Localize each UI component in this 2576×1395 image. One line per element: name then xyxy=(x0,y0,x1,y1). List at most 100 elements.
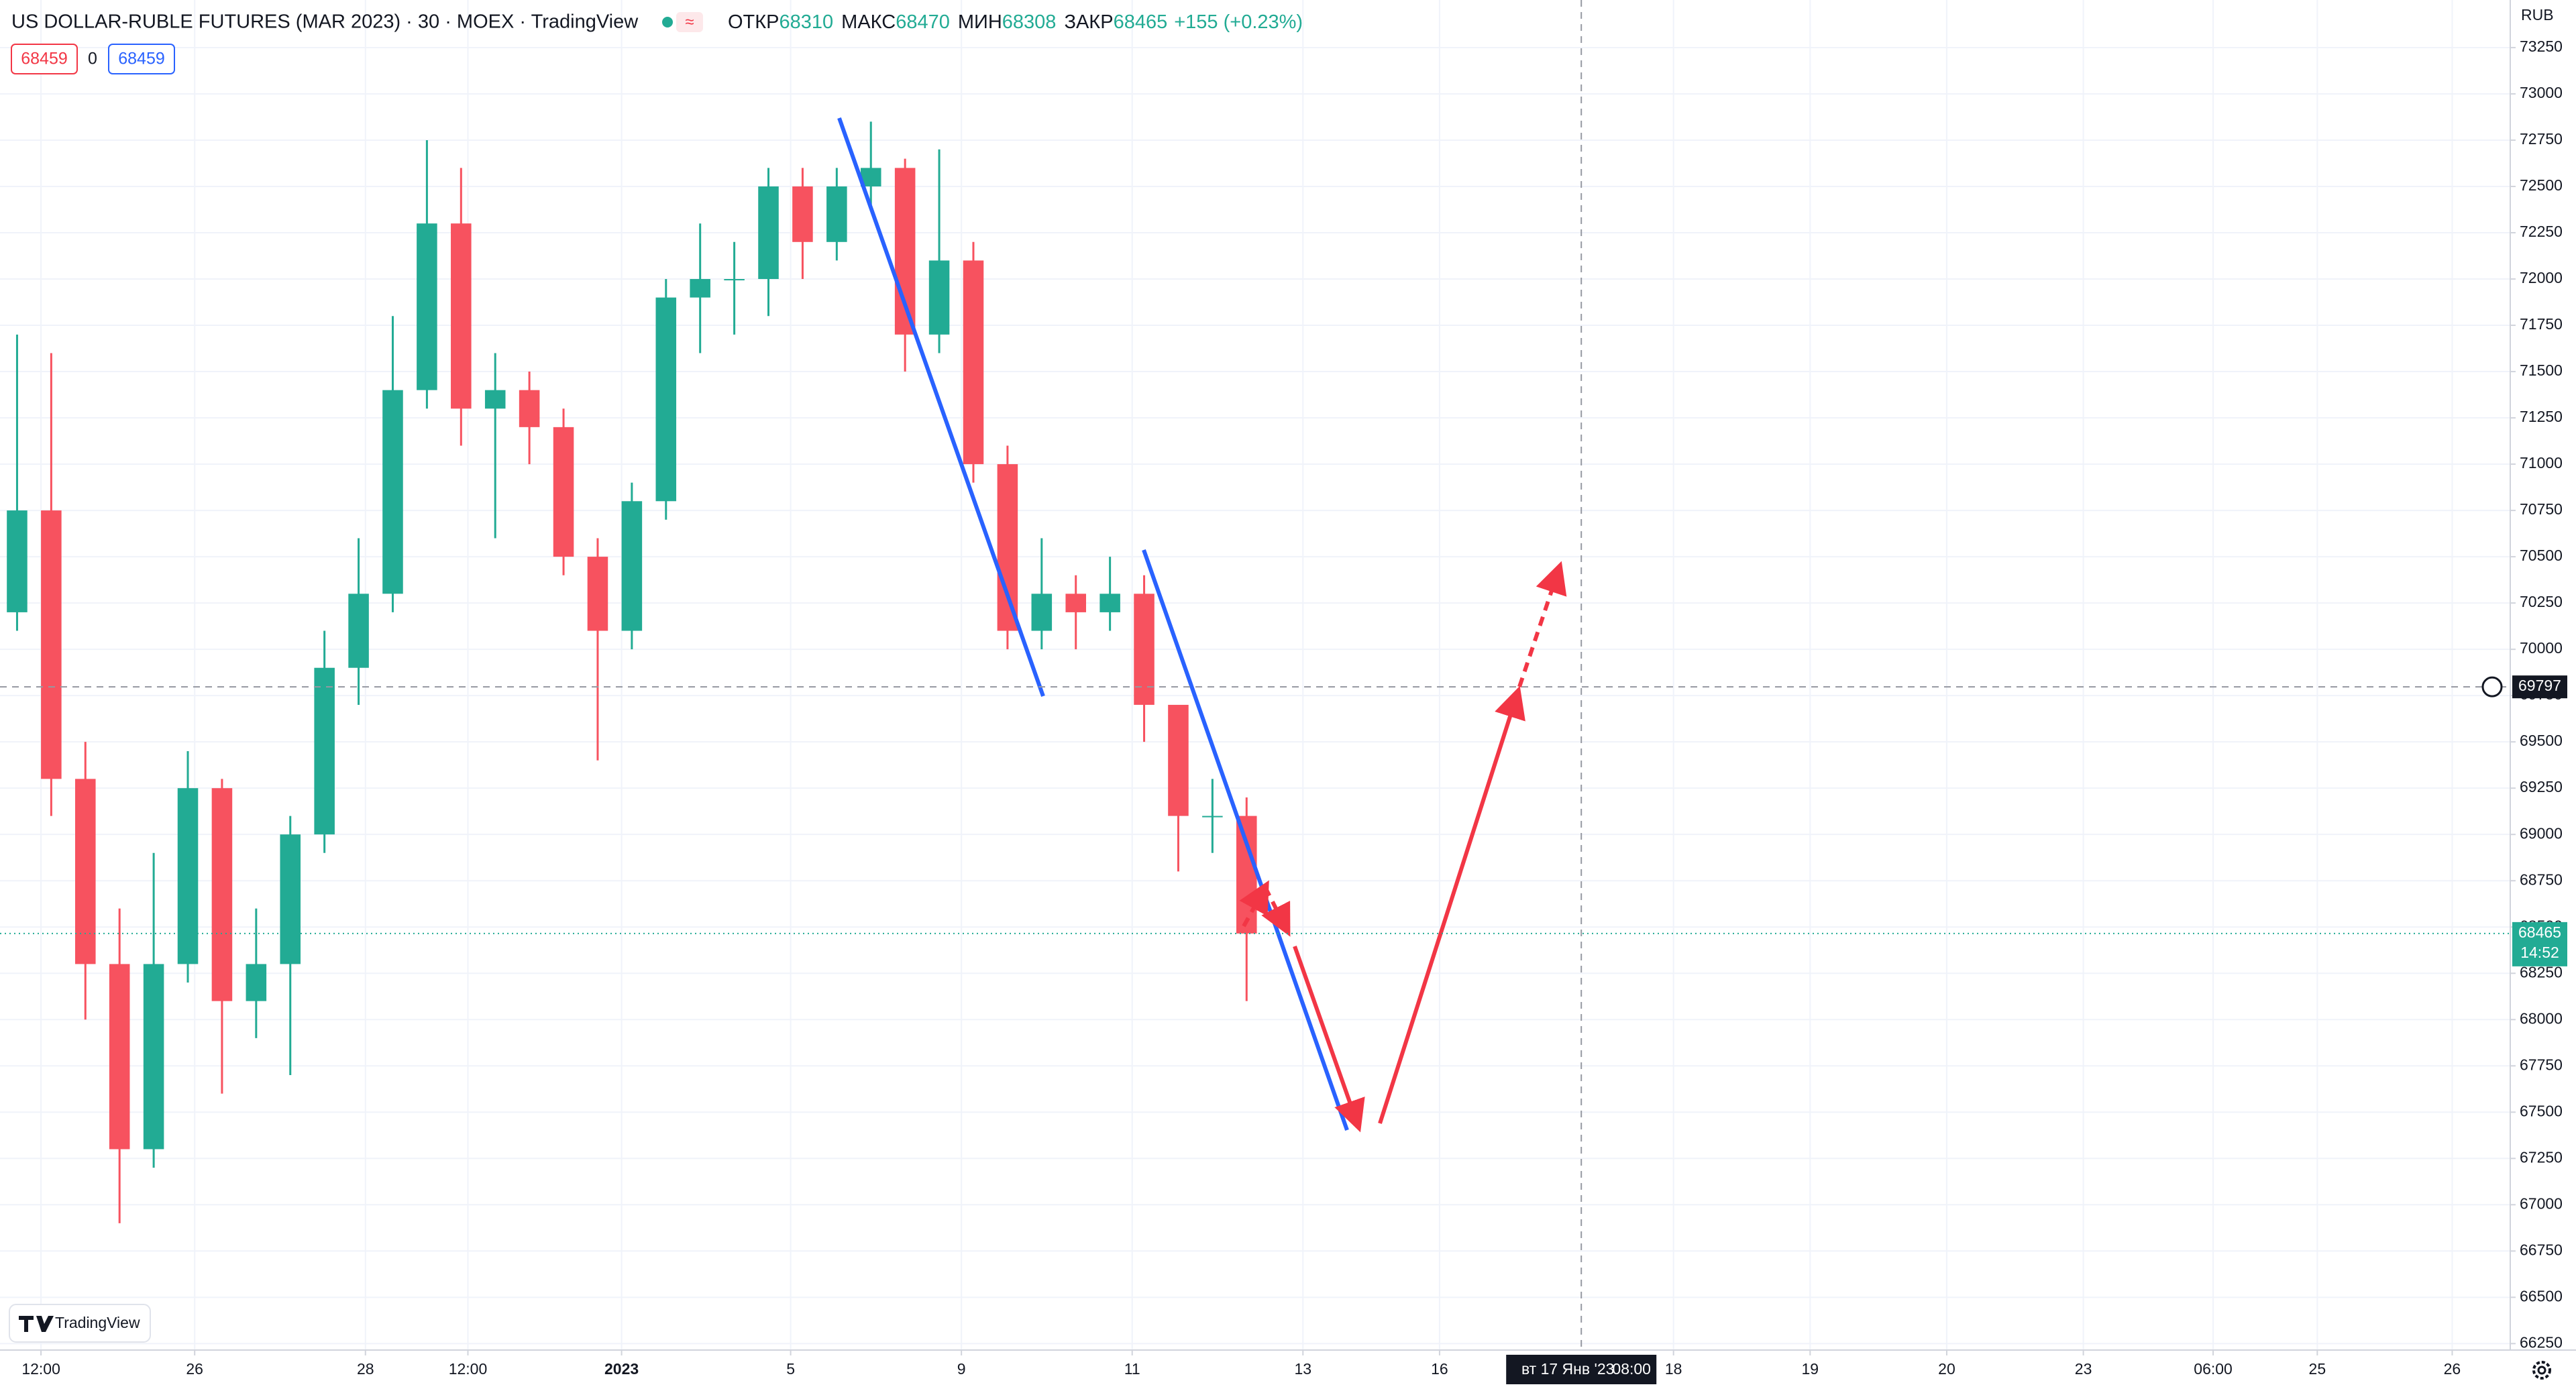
candle-body xyxy=(143,964,164,1150)
candle-body xyxy=(1168,704,1189,816)
x-tick-label: 9 xyxy=(957,1360,966,1378)
y-tick-label: 68000 xyxy=(2520,1009,2563,1027)
candles xyxy=(7,121,1257,1223)
ohlc-label: ОТКР xyxy=(728,11,780,33)
candle-body xyxy=(314,667,335,835)
x-tick-label: 13 xyxy=(1294,1360,1311,1378)
candle-body xyxy=(1202,816,1223,818)
buy-button[interactable] xyxy=(108,44,175,74)
y-tick-label: 70000 xyxy=(2520,639,2563,657)
sell-button[interactable] xyxy=(11,44,78,74)
arrow xyxy=(1261,886,1291,937)
candle-body xyxy=(1236,816,1257,934)
y-tick-label: 73000 xyxy=(2520,84,2563,101)
x-tick-label: 28 xyxy=(357,1360,374,1378)
time-axis xyxy=(0,1350,2510,1395)
candle-body xyxy=(1065,594,1086,612)
y-tick-label: 72500 xyxy=(2520,176,2563,194)
candle-body xyxy=(1031,594,1053,631)
ohlc-label: МИН xyxy=(958,11,1002,33)
candle-body xyxy=(997,464,1018,631)
y-tick-label: 67750 xyxy=(2520,1056,2563,1073)
candle-body xyxy=(826,186,847,242)
watermark-box xyxy=(9,1304,151,1343)
x-tick-label: 11 xyxy=(1124,1360,1140,1378)
y-tick-label: 71250 xyxy=(2520,408,2563,425)
x-tick-label: 12:00 xyxy=(21,1360,60,1378)
candle-body xyxy=(382,390,403,594)
trend-line xyxy=(837,117,1045,697)
candle-body xyxy=(963,260,984,465)
ohlc-value: 68310 xyxy=(780,11,834,33)
y-tick-label: 70250 xyxy=(2520,593,2563,610)
ohlc-label: ЗАКР xyxy=(1064,11,1113,33)
y-tick-label: 67500 xyxy=(2520,1102,2563,1119)
candle-body xyxy=(724,279,745,281)
candle-body xyxy=(451,223,472,409)
x-tick-label: 26 xyxy=(2444,1360,2461,1378)
crosshair-time-box xyxy=(1506,1355,1657,1384)
add-alert-icon[interactable] xyxy=(2481,676,2503,698)
ohlc-legend: ОТКР68310 МАКС68470 МИН68308 ЗАКР68465 +155 … xyxy=(728,11,1303,33)
crosshair-date: вт 17 Янв '23 xyxy=(1521,1360,1615,1378)
candle-body xyxy=(792,186,813,242)
x-tick-label: 19 xyxy=(1802,1360,1819,1378)
y-tick-label: 69250 xyxy=(2520,778,2563,795)
axis-unit: RUB xyxy=(2521,6,2554,23)
x-tick-label: 5 xyxy=(786,1360,795,1378)
y-tick-label: 66750 xyxy=(2520,1241,2563,1258)
x-tick-label: 18 xyxy=(1665,1360,1682,1378)
last-price: 68465 xyxy=(2518,924,2561,941)
x-tick-label: 23 xyxy=(2075,1360,2092,1378)
y-tick-label: 72250 xyxy=(2520,223,2563,240)
candle-body xyxy=(280,834,301,964)
candle-body xyxy=(41,510,62,779)
candle-body xyxy=(7,510,28,612)
sell-price[interactable]: 68459 xyxy=(21,50,68,68)
y-tick-label: 72750 xyxy=(2520,130,2563,148)
candle-body xyxy=(519,390,540,427)
y-tick-label: 69000 xyxy=(2520,824,2563,842)
candle-body xyxy=(1134,594,1155,705)
y-tick-label: 69500 xyxy=(2520,732,2563,749)
y-tick-label: 66500 xyxy=(2520,1287,2563,1304)
candle-body xyxy=(587,557,608,631)
y-tick-label: 68750 xyxy=(2520,871,2563,888)
overlay xyxy=(0,0,2510,1350)
buy-price[interactable]: 68459 xyxy=(118,50,165,68)
y-tick-label: 71000 xyxy=(2520,454,2563,471)
candle-body xyxy=(1099,594,1120,612)
candle-body xyxy=(417,223,437,390)
candle-body xyxy=(484,390,506,409)
x-tick-label: 06:00 xyxy=(2194,1360,2233,1378)
candle-body xyxy=(75,779,96,964)
ohlc-value: 68465 xyxy=(1114,11,1168,33)
change: +155 (+0.23%) xyxy=(1174,11,1303,33)
candle-body xyxy=(177,788,199,964)
y-tick-label: 73250 xyxy=(2520,38,2563,55)
settings-icon-center[interactable] xyxy=(2537,1365,2546,1375)
arrow xyxy=(1517,561,1567,687)
settings-icon[interactable] xyxy=(2532,1361,2551,1380)
arrow xyxy=(1239,880,1269,928)
chart-title: US DOLLAR-RUBLE FUTURES (MAR 2023) · 30 … xyxy=(11,11,639,33)
candle-body xyxy=(553,427,574,557)
badge-icon: ≈ xyxy=(685,13,694,31)
candle-body xyxy=(690,279,710,298)
candle-body xyxy=(655,297,677,502)
y-tick-label: 71500 xyxy=(2520,361,2563,379)
drawings xyxy=(837,117,1567,1133)
candle-body xyxy=(246,964,267,1001)
arrow xyxy=(1293,946,1365,1133)
watermark: TradingView xyxy=(55,1314,140,1331)
crosshair-price: 69797 xyxy=(2518,677,2561,694)
x-tick-label: 25 xyxy=(2309,1360,2326,1378)
grid xyxy=(0,0,2510,1350)
x-tick-label: 2023 xyxy=(604,1360,639,1378)
y-tick-label: 72000 xyxy=(2520,269,2563,286)
candle-body xyxy=(211,788,233,1001)
status-dot xyxy=(662,17,673,27)
candle-body xyxy=(109,964,130,1150)
